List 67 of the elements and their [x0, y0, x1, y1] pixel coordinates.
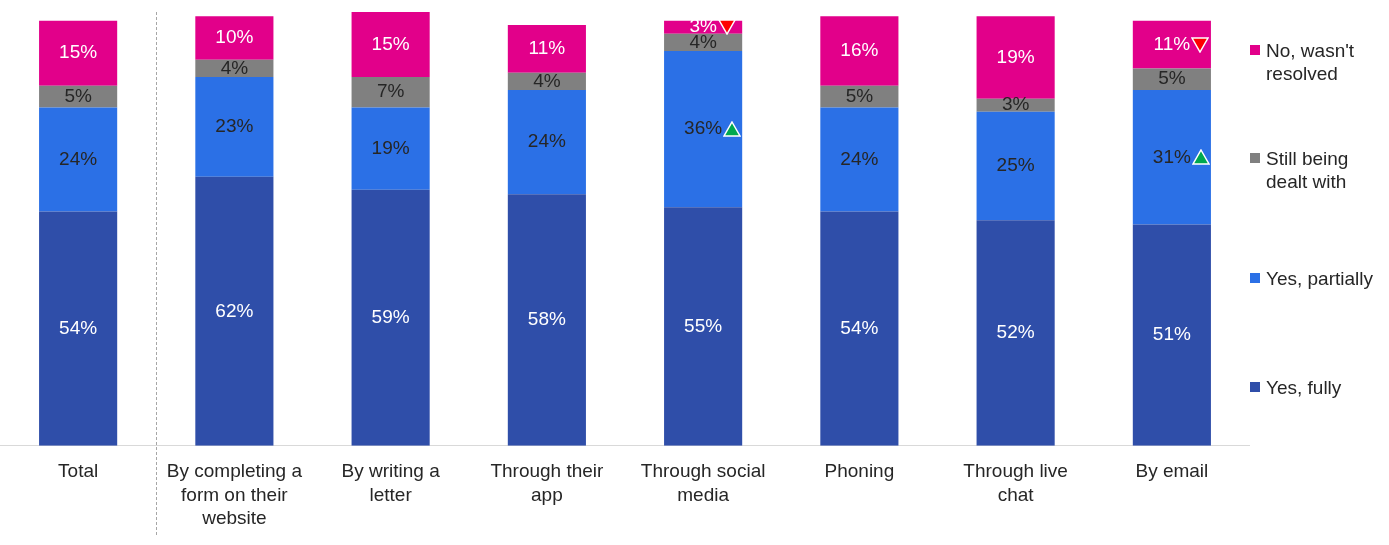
bar: [351, 77, 430, 108]
bar: [1132, 20, 1211, 69]
data-label: 15%: [59, 41, 98, 63]
bar: [507, 25, 586, 73]
data-label: 55%: [684, 314, 723, 336]
data-label: 24%: [840, 147, 879, 169]
data-label: 62%: [215, 299, 254, 321]
data-label: 54%: [840, 316, 879, 338]
data-label: 36%: [684, 117, 723, 139]
bar: [195, 77, 274, 177]
x-tick-label: Through their app: [490, 459, 605, 505]
data-label: 3%: [1001, 93, 1030, 115]
data-label: 15%: [371, 32, 410, 54]
data-label: 7%: [376, 80, 405, 102]
data-label: 25%: [996, 154, 1035, 176]
data-label: 4%: [533, 69, 561, 91]
data-label: 23%: [215, 115, 254, 137]
data-label: 51%: [1152, 323, 1191, 345]
bar: [976, 220, 1055, 446]
bar: [976, 111, 1055, 221]
bar: [664, 51, 743, 208]
data-label: 58%: [527, 308, 566, 330]
x-tick-label: By writing a letter: [341, 459, 441, 505]
x-tick-label: By email: [1135, 459, 1209, 481]
data-label: 24%: [59, 147, 98, 169]
legend-label: Still being dealt with: [1266, 147, 1350, 194]
bar: [820, 211, 899, 446]
data-label: 59%: [371, 306, 410, 328]
bar: [507, 90, 586, 195]
data-label: 16%: [840, 39, 879, 61]
data-label: 52%: [996, 321, 1035, 343]
bar: [351, 12, 430, 78]
bar: [39, 107, 118, 212]
bar: [351, 107, 430, 190]
data-label: 10%: [215, 26, 254, 48]
x-tick-label: Through live chat: [963, 459, 1068, 505]
data-label: 5%: [845, 84, 874, 106]
bar: [820, 107, 899, 212]
bar: [195, 176, 274, 446]
bar: [976, 16, 1055, 99]
legend-label: Yes, fully: [1266, 375, 1343, 399]
bar: [39, 211, 118, 446]
data-label: 11%: [1153, 32, 1191, 54]
bar: [507, 194, 586, 446]
legend-label: Yes, partially: [1266, 267, 1374, 291]
data-label: 5%: [64, 84, 92, 106]
x-tick-label: Through social media: [640, 459, 766, 505]
bar: [820, 16, 899, 86]
x-tick-label: Phoning: [824, 459, 895, 481]
bar: [39, 20, 118, 86]
legend-label: No, wasn't resolved: [1266, 39, 1356, 85]
bar: [1132, 90, 1211, 225]
data-label: 5%: [1158, 67, 1186, 89]
bar: [1132, 224, 1211, 446]
data-label: 11%: [528, 37, 566, 59]
bar: [1132, 68, 1211, 91]
x-tick-label: Total: [58, 459, 99, 481]
bar: [351, 189, 430, 446]
bar: [195, 16, 274, 60]
data-label: 31%: [1152, 145, 1191, 167]
x-tick-label: By completing a form on their website: [166, 459, 303, 529]
data-label: 19%: [996, 45, 1035, 67]
data-label: 54%: [59, 316, 98, 338]
data-label: 24%: [527, 130, 566, 152]
data-label: 4%: [220, 56, 249, 78]
bar: [664, 207, 743, 446]
data-label: 19%: [371, 136, 410, 158]
